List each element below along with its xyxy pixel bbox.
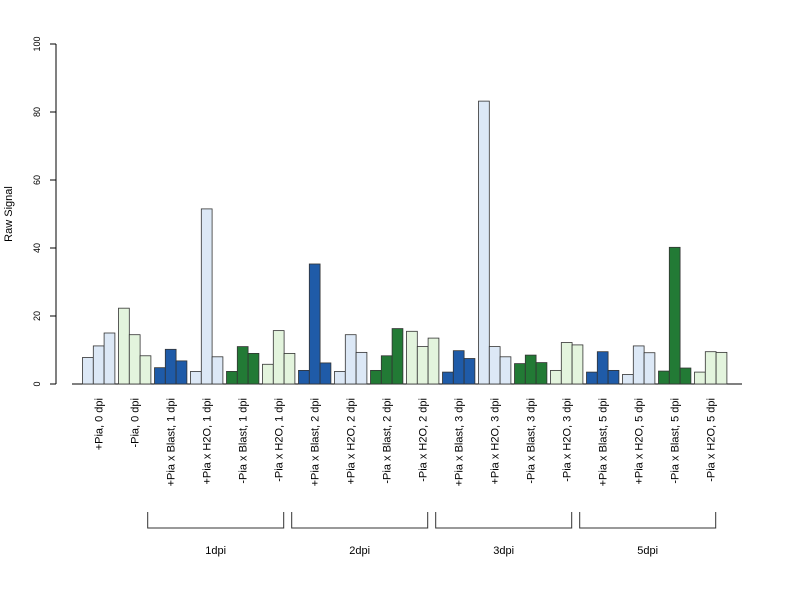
bar (658, 370, 670, 385)
y-tick-label: 100 (32, 36, 42, 51)
bar (643, 352, 656, 385)
bar (190, 371, 202, 385)
bar (391, 328, 404, 385)
group-bracket (579, 512, 717, 529)
x-tick-label: -Pia, 0 dpi (130, 398, 142, 448)
bar (715, 351, 728, 385)
bar (344, 334, 357, 385)
bar (247, 352, 260, 385)
group-label: 2dpi (349, 545, 370, 557)
bar (442, 371, 454, 385)
bar (406, 330, 418, 385)
bar (128, 334, 141, 385)
x-tick-label: +Pia x H2O, 5 dpi (634, 398, 646, 485)
bar (524, 354, 537, 385)
bar (586, 371, 598, 385)
bar (236, 346, 249, 385)
bar (622, 374, 634, 385)
x-tick-label: -Pia x H2O, 3 dpi (562, 398, 574, 482)
bars (72, 100, 742, 385)
bar (308, 263, 321, 385)
bar (679, 367, 692, 385)
bar (452, 350, 465, 385)
bar (668, 246, 681, 385)
bar (298, 369, 310, 385)
bar (514, 363, 526, 385)
bar (535, 362, 548, 385)
bar (478, 100, 490, 385)
x-tick-label: -Pia x H2O, 5 dpi (706, 398, 718, 482)
x-tick-label: -Pia x Blast, 5 dpi (670, 398, 682, 484)
bar (416, 346, 429, 385)
x-tick-label: +Pia, 0 dpi (94, 398, 106, 450)
bar (262, 363, 274, 385)
bar (499, 356, 512, 385)
bar (118, 307, 130, 385)
x-tick-label: +Pia x Blast, 2 dpi (310, 398, 322, 486)
bar (334, 371, 346, 385)
bar (463, 358, 476, 385)
bar (607, 369, 620, 385)
group-bracket (147, 512, 285, 529)
bar (704, 351, 717, 385)
group-brackets: 1dpi 2dpi 3dpi 5dpi (147, 512, 717, 557)
bar (550, 369, 562, 385)
bar (283, 352, 296, 385)
y-tick-label: 20 (32, 311, 42, 321)
y-axis-title: Raw Signal (3, 186, 15, 242)
y-tick-label: 0 (32, 381, 42, 386)
x-tick-label: -Pia x H2O, 2 dpi (418, 398, 430, 482)
bar (427, 337, 440, 385)
group-label: 5dpi (637, 545, 658, 557)
bar (92, 345, 105, 385)
x-tick-label: +Pia x Blast, 3 dpi (454, 398, 466, 486)
bar (380, 355, 393, 385)
group-label: 1dpi (205, 545, 226, 557)
bar (139, 355, 152, 385)
bar (175, 360, 188, 385)
x-axis-labels: +Pia, 0 dpi -Pia, 0 dpi +Pia x Blast, 1 dp… (94, 398, 718, 486)
y-axis: 0 20 40 60 80 100 (32, 36, 57, 387)
x-tick-label: +Pia x H2O, 1 dpi (202, 398, 214, 485)
y-tick-label: 80 (32, 107, 42, 117)
group-label: 3dpi (493, 545, 514, 557)
bar (226, 371, 238, 385)
y-tick-label: 40 (32, 243, 42, 253)
x-tick-label: -Pia x Blast, 2 dpi (382, 398, 394, 484)
y-tick-label: 60 (32, 175, 42, 185)
bar (103, 332, 116, 385)
bar (694, 371, 706, 385)
bar (488, 346, 501, 385)
x-tick-label: -Pia x H2O, 1 dpi (274, 398, 286, 482)
bar (211, 356, 224, 385)
bar (154, 367, 166, 385)
bar (596, 351, 609, 385)
group-bracket (291, 512, 429, 529)
bar (355, 351, 368, 385)
bar (560, 342, 573, 385)
bar (272, 330, 285, 385)
bar (319, 362, 332, 385)
group-bracket (435, 512, 573, 529)
bar (164, 348, 177, 385)
bar (632, 345, 645, 385)
x-tick-label: -Pia x Blast, 1 dpi (238, 398, 250, 484)
x-tick-label: -Pia x Blast, 3 dpi (526, 398, 538, 484)
x-tick-label: +Pia x Blast, 1 dpi (166, 398, 178, 486)
x-tick-label: +Pia x Blast, 5 dpi (598, 398, 610, 486)
x-tick-label: +Pia x H2O, 3 dpi (490, 398, 502, 485)
bar (370, 369, 382, 385)
bar (200, 208, 213, 385)
bar (571, 344, 584, 385)
x-tick-label: +Pia x H2O, 2 dpi (346, 398, 358, 485)
bar (82, 357, 94, 385)
